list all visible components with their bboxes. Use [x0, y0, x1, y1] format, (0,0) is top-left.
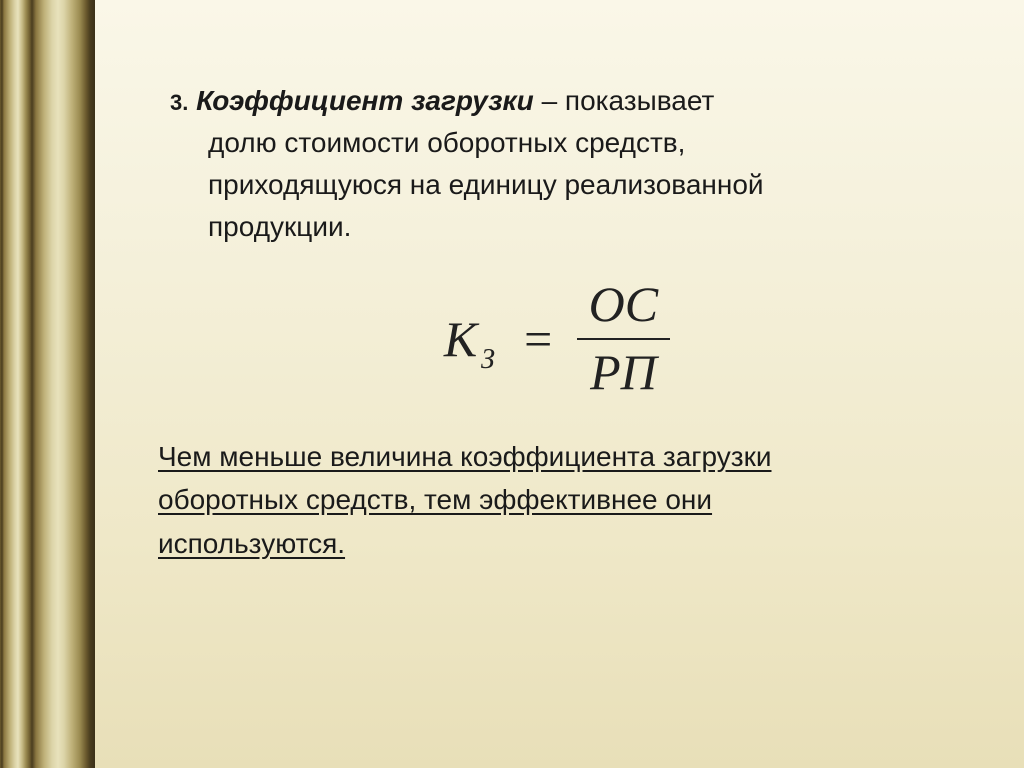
formula-fraction-bar	[577, 338, 670, 340]
item-number: 3.	[170, 90, 188, 115]
definition-paragraph: 3. Коэффициент загрузки – показывает дол…	[150, 80, 964, 248]
formula-lhs-main: К	[444, 310, 477, 368]
formula-denominator: РП	[578, 344, 669, 402]
formula-fraction: ОС РП	[577, 276, 670, 401]
definition-line-3: продукции.	[150, 206, 964, 248]
slide-content: 3. Коэффициент загрузки – показывает дол…	[95, 0, 1024, 768]
dash: –	[542, 85, 565, 116]
formula-numerator: ОС	[577, 276, 670, 334]
note-line-3: используются.	[158, 528, 345, 559]
formula-lhs-subscript: З	[481, 344, 495, 376]
definition-first-word: показывает	[565, 85, 714, 116]
formula: К З = ОС РП	[150, 276, 964, 401]
formula-equals: =	[521, 310, 555, 368]
formula-lhs: К З	[444, 310, 495, 368]
note-line-1: Чем меньше величина коэффициента загрузк…	[158, 441, 772, 472]
decorative-gold-column	[0, 0, 95, 768]
note-line-2: оборотных средств, тем эффективнее они	[158, 484, 712, 515]
definition-line-1: долю стоимости оборотных средств,	[150, 122, 964, 164]
note-paragraph: Чем меньше величина коэффициента загрузк…	[150, 435, 964, 565]
term-name: Коэффициент загрузки	[196, 85, 534, 116]
definition-line-2: приходящуюся на единицу реализованной	[150, 164, 964, 206]
